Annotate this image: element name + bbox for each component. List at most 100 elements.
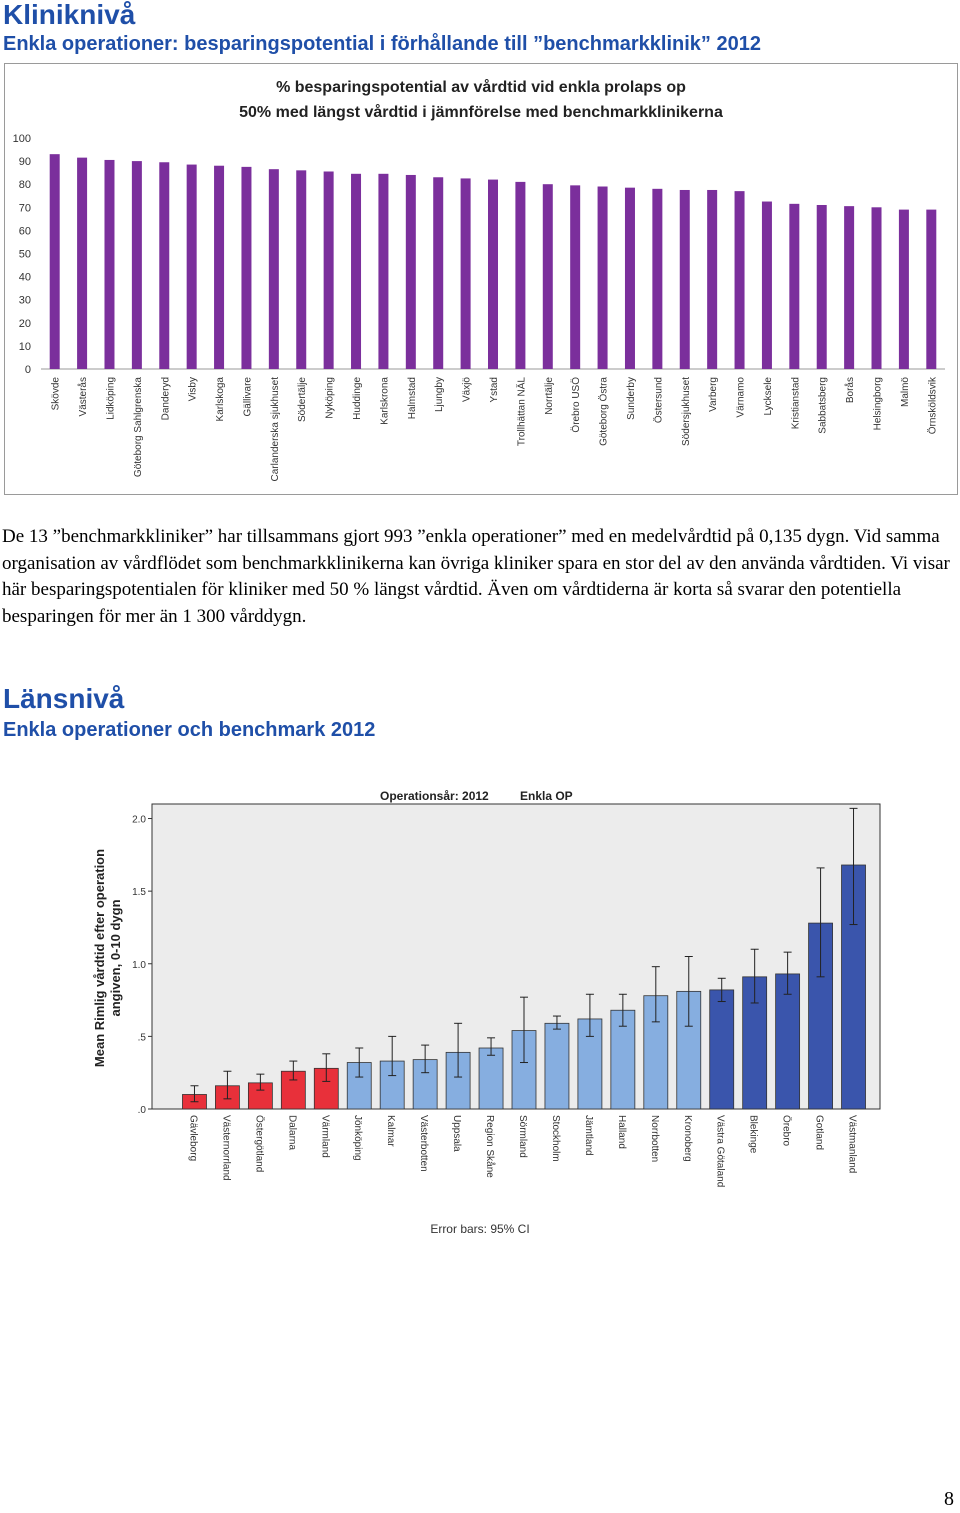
chart2-xtick-label: Västmanland xyxy=(847,1115,858,1173)
chart1-ytick-label: 70 xyxy=(19,202,31,214)
section1-subheading: Enkla operationer: besparingspotential i… xyxy=(3,33,761,55)
chart1-xtick-label: Danderyd xyxy=(160,377,171,420)
chart1-xtick-label: Östersund xyxy=(652,377,664,423)
section2-subheading: Enkla operationer och benchmark 2012 xyxy=(3,719,376,741)
chart1-ytick-label: 20 xyxy=(19,318,31,330)
chart1-bar xyxy=(296,170,307,369)
chart1-bar xyxy=(707,189,718,369)
chart1-bar xyxy=(405,174,416,369)
chart2-ytick-label: .5 xyxy=(138,1032,147,1043)
chart2-xtick-label: Uppsala xyxy=(451,1115,462,1152)
chart1-bar xyxy=(515,181,526,369)
chart1-xtick-label: Helsingborg xyxy=(873,377,884,430)
chart1-bar xyxy=(131,161,142,369)
chart1-title-line2: 50% med längst vårdtid i jämnförelse med… xyxy=(239,103,723,121)
chart1-ytick-label: 0 xyxy=(25,364,31,376)
chart1-bar xyxy=(734,191,745,369)
chart1-frame: % besparingspotential av vårdtid vid enk… xyxy=(4,63,958,495)
chart1-bar xyxy=(460,178,471,369)
chart2-xtick-label: Halland xyxy=(616,1115,627,1149)
chart1-xtick-label: Södertälje xyxy=(297,377,308,422)
chart1-xtick-label: Lidköping xyxy=(105,377,116,420)
chart1-bar xyxy=(570,185,581,369)
chart1-xtick-label: Trollhättan NÄL xyxy=(515,377,527,447)
chart1-bar xyxy=(378,173,389,369)
chart1-bar xyxy=(159,162,170,369)
chart1-bar xyxy=(323,171,334,369)
chart1-xtick-label: Göteborg Sahlgrenska xyxy=(133,377,144,478)
chart2-x-labels: Gävleborg Västernorrland Östergötland Dalar… xyxy=(187,1115,857,1187)
chart1-xtick-label: Huddinge xyxy=(352,377,363,420)
chart2-bar xyxy=(544,1022,570,1110)
chart1-bar xyxy=(542,184,553,369)
chart1-xtick-label: Göteborg Östra xyxy=(598,377,610,446)
chart2-xtick-label: Värmland xyxy=(319,1115,330,1158)
chart1-xtick-label: Lycksele xyxy=(763,377,774,416)
chart1-xtick-label: Sunderby xyxy=(626,377,637,420)
chart1-bar xyxy=(241,166,252,369)
chart1-bar xyxy=(351,173,362,369)
chart2-xtick-label: Örebro xyxy=(781,1115,793,1147)
chart1-bar xyxy=(433,177,444,369)
chart1-xtick-label: Borås xyxy=(844,377,856,403)
chart1-bar xyxy=(844,206,855,369)
chart2-y-axis: .0 .5 1.0 1.5 2.0 xyxy=(132,815,152,1116)
chart1-xtick-label: Karlskrona xyxy=(379,377,390,425)
chart1-ytick-label: 50 xyxy=(19,249,31,261)
chart1-bar xyxy=(898,209,909,369)
chart2-ylabel-line1: Mean Rimlig vårdtid efter operation xyxy=(92,849,107,1067)
chart1-y-axis: 0 10 20 30 40 50 60 70 80 90 100 xyxy=(13,133,945,376)
chart1-xtick-label: Kristianstad xyxy=(790,377,801,429)
chart1-ytick-label: 60 xyxy=(19,225,31,237)
chart2-xtick-label: Västerbotten xyxy=(418,1115,429,1172)
chart1-bar xyxy=(926,209,937,369)
chart1-ytick-label: 100 xyxy=(13,133,31,145)
chart1-bar xyxy=(597,186,608,369)
chart2-title-part2: Enkla OP xyxy=(520,789,573,803)
chart1-xtick-label: Södersjukhuset xyxy=(681,377,692,446)
chart1-xtick-label: Västerås xyxy=(77,377,89,416)
chart2-wrap: Operationsår: 2012 Enkla OP Mean Rimlig … xyxy=(80,778,900,1248)
chart2-xtick-label: Gotland xyxy=(814,1115,825,1150)
chart1-bar xyxy=(488,179,498,369)
chart1-bar xyxy=(789,203,800,369)
chart1-xtick-label: Växjö xyxy=(462,377,473,402)
chart2-xtick-label: Östergötland xyxy=(253,1115,265,1172)
chart1-bar xyxy=(49,154,60,369)
chart2-xtick-label: Jämtland xyxy=(583,1115,594,1156)
chart1-bars xyxy=(49,154,937,369)
chart1-bar xyxy=(624,187,635,369)
chart2-xtick-label: Västra Götaland xyxy=(715,1115,726,1187)
chart1-xtick-label: Ystad xyxy=(489,377,500,403)
chart1-xtick-label: Värnamo xyxy=(736,377,747,418)
chart1-bar xyxy=(104,159,115,369)
chart1-svg: % besparingspotential av vårdtid vid enk… xyxy=(13,78,945,482)
chart2-xtick-label: Stockholm xyxy=(550,1115,561,1162)
chart1-xtick-label: Visby xyxy=(188,377,199,401)
chart1-ytick-label: 80 xyxy=(19,179,31,191)
chart2-ytick-label: 1.0 xyxy=(132,960,146,971)
chart2-bar xyxy=(709,989,735,1110)
chart2-xtick-label: Blekinge xyxy=(748,1115,759,1154)
chart2-xtick-label: Kronoberg xyxy=(682,1115,693,1162)
chart2-ytick-label: .0 xyxy=(138,1105,147,1116)
chart1-xtick-label: Varberg xyxy=(708,377,719,412)
chart1-ytick-label: 90 xyxy=(19,156,31,168)
chart2-bars xyxy=(182,807,866,1110)
chart1-xtick-label: Halmstad xyxy=(407,377,418,419)
chart1-ytick-label: 10 xyxy=(19,341,31,353)
section2-heading: Länsnivå xyxy=(3,683,125,714)
chart1-xtick-label: Gällivare xyxy=(242,377,253,417)
chart1-xtick-label: Karlskoga xyxy=(215,377,226,422)
chart2-xtick-label: Västernorrland xyxy=(220,1115,231,1181)
chart1-ytick-label: 40 xyxy=(19,272,31,284)
chart2-footnote: Error bars: 95% CI xyxy=(430,1222,529,1236)
chart2-bar xyxy=(478,1047,504,1110)
chart2-ytick-label: 1.5 xyxy=(132,887,146,898)
chart2-xtick-label: Norrbotten xyxy=(649,1115,660,1162)
chart1-bar xyxy=(214,165,225,369)
chart1-xtick-label: Carlanderska sjukhuset xyxy=(270,377,281,482)
chart1-bar xyxy=(77,157,88,369)
chart1-xtick-label: Skövde xyxy=(51,377,62,411)
chart2-ytick-label: 2.0 xyxy=(132,815,146,826)
